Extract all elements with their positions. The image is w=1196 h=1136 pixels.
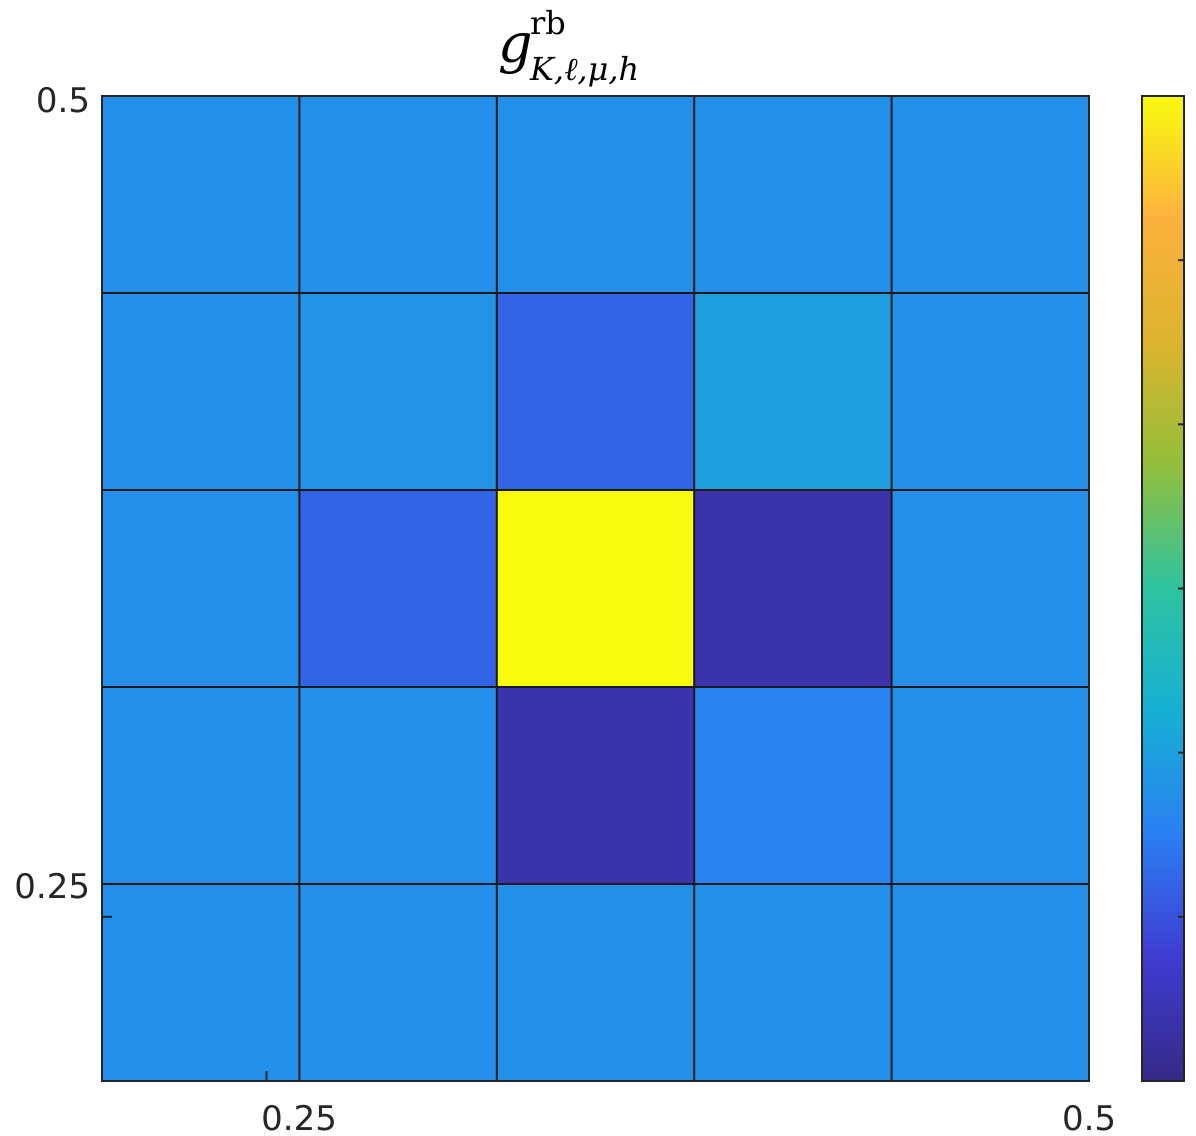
heatmap-cell-r1-c1 (299, 293, 498, 491)
y-tick-label-top: 0.5 (36, 81, 90, 121)
x-tick-label-right: 0.5 (1062, 1099, 1116, 1136)
colorbar-gradient (1141, 95, 1185, 1082)
heatmap-cell-r2-c3 (694, 490, 893, 688)
colorbar (1141, 95, 1185, 1082)
heatmap-cell-r2-c0 (102, 490, 300, 688)
heatmap-gridlines (102, 96, 1089, 1081)
plot-frame (101, 95, 1090, 1082)
heatmap-cell-r1-c4 (891, 293, 1090, 491)
y-tick-label-bottom: 0.25 (14, 867, 90, 907)
heatmap-cell-r3-c3 (694, 687, 893, 885)
heatmap-cell-r4-c1 (299, 884, 498, 1082)
heatmap-cell-r1-c2 (496, 293, 695, 491)
chart-title-superscript: rb (530, 4, 566, 42)
chart-title: g rb K,ℓ,μ,h (498, 4, 639, 88)
heatmap-cell-r0-c3 (694, 96, 893, 294)
heatmap-cell-r4-c4 (891, 884, 1090, 1082)
heatmap-cell-r4-c0 (102, 884, 300, 1082)
heatmap-cell-r1-c3 (694, 293, 893, 491)
heatmap-cell-r4-c2 (496, 884, 695, 1082)
heatmap-cell-r0-c2 (496, 96, 695, 294)
axis-ticks (102, 95, 1090, 1081)
heatmap-cell-r2-c1 (299, 490, 498, 688)
heatmap-cell-r3-c0 (102, 687, 300, 885)
heatmap-cell-r3-c4 (891, 687, 1090, 885)
heatmap-cell-r0-c4 (891, 96, 1090, 294)
heatmap-cell-r2-c2 (496, 490, 695, 688)
chart-title-main: g (498, 12, 533, 75)
heatmap-cell-r4-c3 (694, 884, 893, 1082)
heatmap-cell-r1-c0 (102, 293, 300, 491)
heatmap-cell-r2-c4 (891, 490, 1090, 688)
colorbar-ticks (1178, 259, 1184, 918)
heatmap-cell-r0-c0 (102, 96, 300, 294)
heatmap-cell-r3-c2 (496, 687, 695, 885)
heatmap-cells (102, 96, 1090, 1082)
heatmap-cell-r3-c1 (299, 687, 498, 885)
x-tick-label-left: 0.25 (261, 1099, 337, 1136)
heatmap-cell-r0-c1 (299, 96, 498, 294)
chart-title-subscript: K,ℓ,μ,h (529, 50, 639, 88)
